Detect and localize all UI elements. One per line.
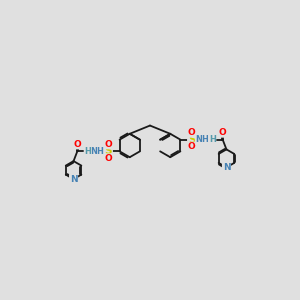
Text: S: S xyxy=(105,146,112,156)
Text: O: O xyxy=(104,140,112,148)
Text: NH: NH xyxy=(91,147,104,156)
Text: S: S xyxy=(188,135,195,145)
Text: O: O xyxy=(104,154,112,163)
Text: O: O xyxy=(188,142,196,151)
Text: O: O xyxy=(219,128,226,137)
Text: H: H xyxy=(209,135,216,144)
Text: H: H xyxy=(84,147,91,156)
Text: NH: NH xyxy=(196,135,209,144)
Text: O: O xyxy=(188,128,196,137)
Text: O: O xyxy=(74,140,81,148)
Text: N: N xyxy=(70,175,77,184)
Text: N: N xyxy=(223,163,230,172)
